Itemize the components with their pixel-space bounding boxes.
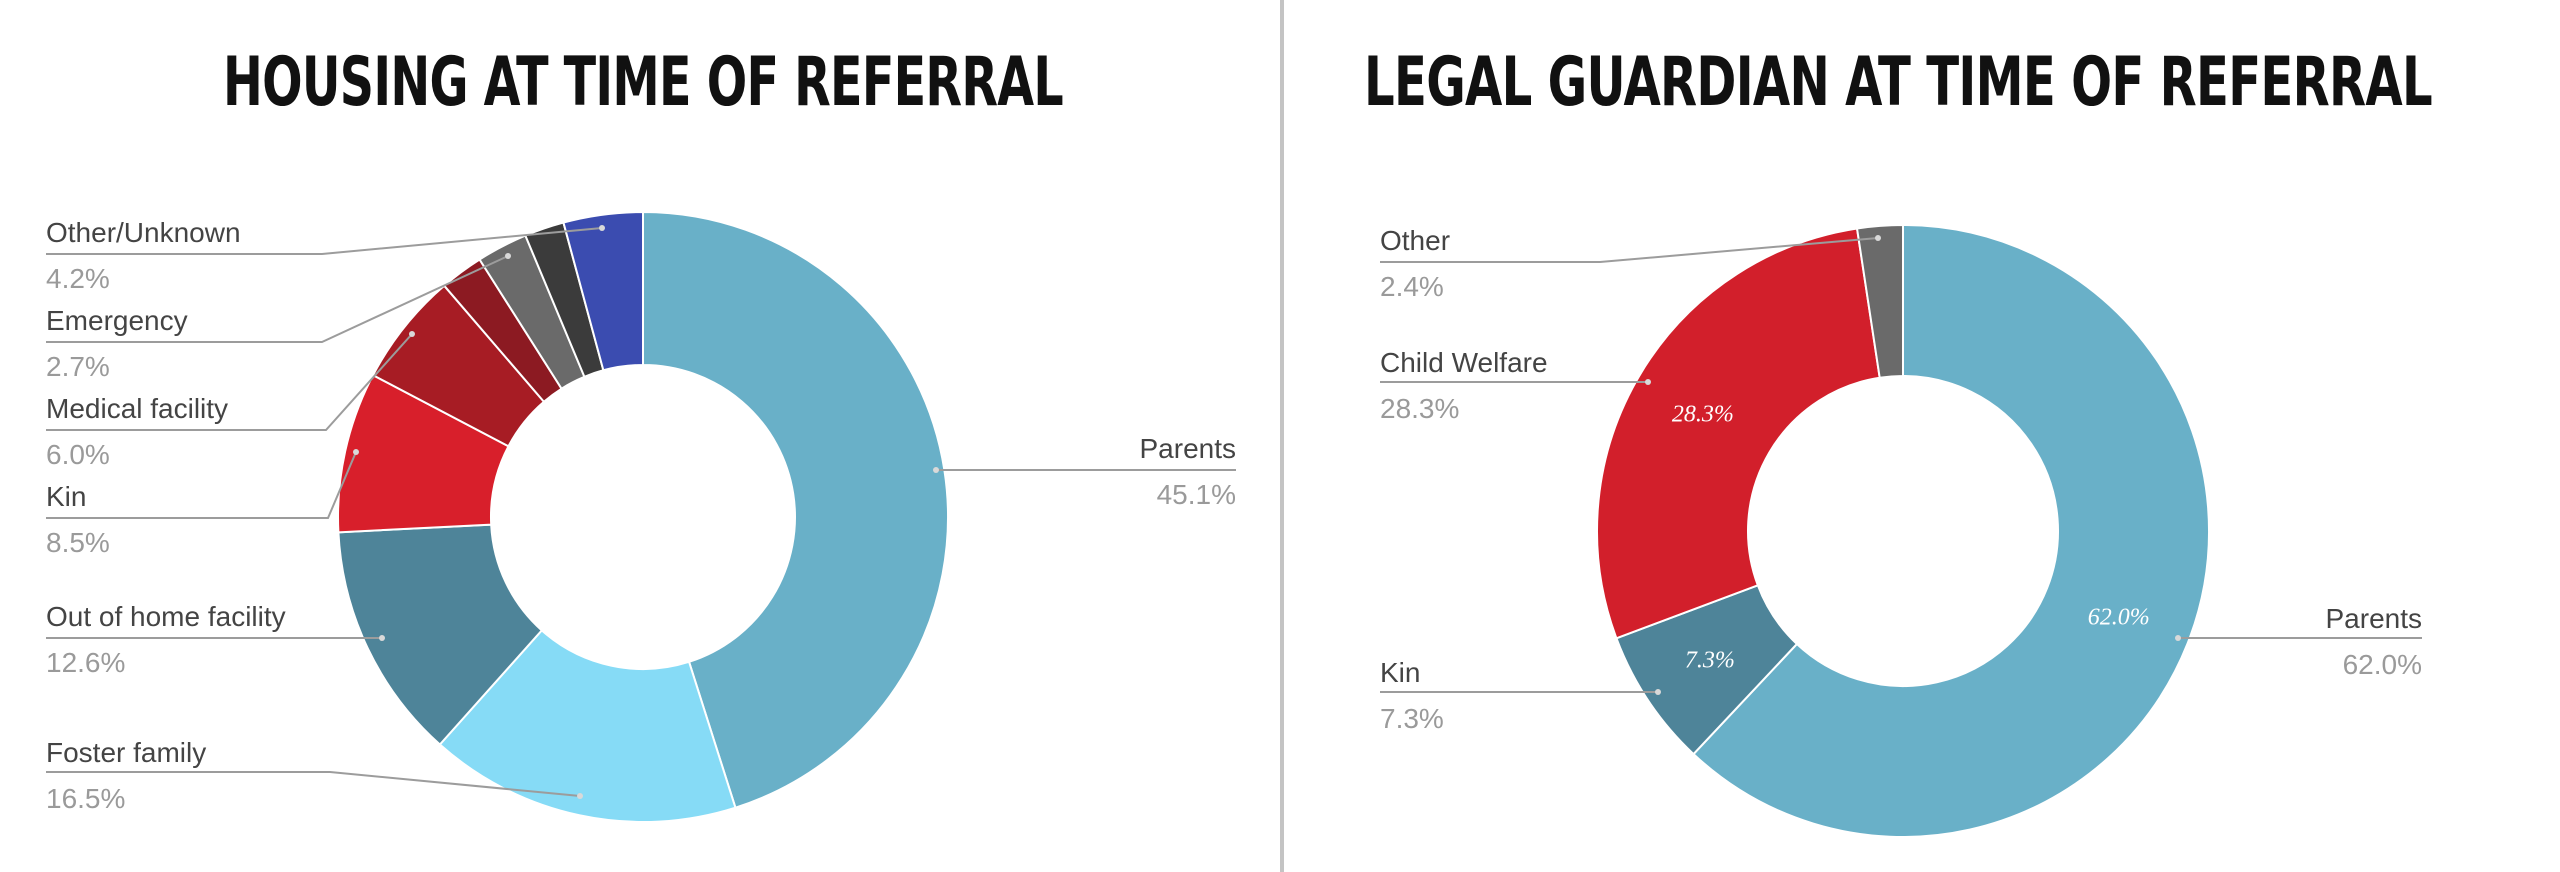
housing-chart: HOUSING AT TIME OF REFERRAL Parents 45.1… — [46, 43, 1236, 823]
housing-slice-foster-family — [438, 628, 737, 823]
leader-dot — [1655, 689, 1661, 695]
guardian-category-label: Kin — [1380, 657, 1420, 688]
leader-dot — [379, 635, 385, 641]
housing-slice-parents — [642, 210, 949, 809]
leader-dot — [409, 331, 415, 337]
leader-dot — [933, 467, 939, 473]
housing-slices — [337, 210, 949, 823]
housing-label-kin: Kin 8.5% — [46, 449, 359, 558]
leader-dot — [1875, 235, 1881, 241]
leader-line — [46, 333, 413, 431]
housing-category-label: Kin — [46, 481, 86, 512]
leader-line — [1380, 237, 1879, 263]
leader-dot — [599, 225, 605, 231]
guardian-chart: LEGAL GUARDIAN AT TIME OF REFERRAL 62.0%… — [1364, 43, 2433, 838]
housing-category-label: Other/Unknown — [46, 217, 241, 248]
housing-slice-other-unknown — [562, 210, 644, 372]
housing-label-foster-family: Foster family 16.5% — [46, 737, 583, 814]
housing-category-label: Foster family — [46, 737, 206, 768]
guardian-value-label: 62.0% — [2343, 649, 2422, 680]
leader-dot — [1645, 379, 1651, 385]
guardian-label-kin: Kin 7.3% — [1380, 657, 1661, 734]
guardian-value-label: 2.4% — [1380, 271, 1444, 302]
housing-label-parents: Parents 45.1% — [933, 433, 1236, 510]
housing-category-label: Medical facility — [46, 393, 228, 424]
guardian-category-label: Child Welfare — [1380, 347, 1548, 378]
guardian-inner-label-kin: 7.3% — [1685, 648, 1735, 674]
leader-line — [46, 227, 603, 255]
housing-value-label: 12.6% — [46, 647, 125, 678]
leader-dot — [505, 253, 511, 259]
housing-label-other-unknown: Other/Unknown 4.2% — [46, 217, 605, 294]
guardian-value-label: 28.3% — [1380, 393, 1459, 424]
guardian-label-parents: Parents 62.0% — [2175, 603, 2422, 680]
housing-value-label: 4.2% — [46, 263, 110, 294]
guardian-inner-labels: 62.0% 7.3% 28.3% — [1672, 402, 2150, 674]
guardian-value-label: 7.3% — [1380, 703, 1444, 734]
guardian-slice-child-welfare — [1596, 227, 1881, 640]
guardian-label-other: Other 2.4% — [1380, 225, 1881, 302]
housing-slice-out-of-home-facility — [337, 523, 544, 746]
housing-category-label: Out of home facility — [46, 601, 286, 632]
guardian-slices — [1596, 223, 2211, 838]
housing-label-out-of-home-facility: Out of home facility 12.6% — [46, 601, 385, 678]
housing-label-emergency: Emergency 2.7% — [46, 253, 511, 382]
housing-value-label: 2.7% — [46, 351, 110, 382]
leader-dot — [577, 793, 583, 799]
housing-label-medical-facility: Medical facility 6.0% — [46, 331, 415, 470]
guardian-chart-title: LEGAL GUARDIAN AT TIME OF REFERRAL — [1364, 43, 2432, 122]
guardian-category-label: Parents — [2326, 603, 2423, 634]
leader-line — [46, 771, 581, 797]
guardian-slice-parents — [1692, 223, 2211, 838]
guardian-slice-other — [1855, 223, 1904, 379]
guardian-inner-label-child-welfare: 28.3% — [1672, 402, 1734, 428]
housing-value-label: 8.5% — [46, 527, 110, 558]
guardian-category-label: Other — [1380, 225, 1450, 256]
housing-value-label: 16.5% — [46, 783, 125, 814]
leader-dot — [2175, 635, 2181, 641]
leader-dot — [353, 449, 359, 455]
guardian-label-child-welfare: Child Welfare 28.3% — [1380, 347, 1651, 424]
housing-category-label: Emergency — [46, 305, 188, 336]
housing-value-label: 45.1% — [1157, 479, 1236, 510]
guardian-inner-label-parents: 62.0% — [2088, 604, 2150, 630]
leader-line — [46, 451, 357, 519]
housing-category-label: Parents — [1140, 433, 1237, 464]
housing-value-label: 6.0% — [46, 439, 110, 470]
leader-line — [46, 255, 509, 343]
housing-chart-title: HOUSING AT TIME OF REFERRAL — [223, 43, 1063, 122]
